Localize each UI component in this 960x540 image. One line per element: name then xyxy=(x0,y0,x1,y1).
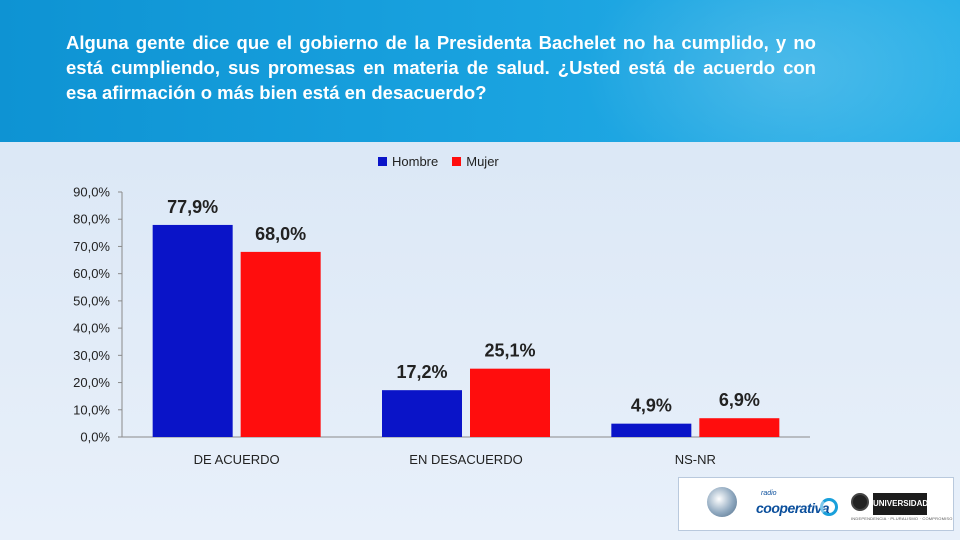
data-label: 25,1% xyxy=(484,341,535,361)
x-category-label: DE ACUERDO xyxy=(194,452,280,467)
data-label: 6,9% xyxy=(719,390,760,410)
y-tick-label: 80,0% xyxy=(73,212,110,227)
legend-swatch-mujer xyxy=(452,157,462,166)
bar-mujer-2 xyxy=(699,418,780,437)
data-label: 4,9% xyxy=(631,396,672,416)
globe-icon xyxy=(707,487,737,517)
bar-mujer-0 xyxy=(240,251,321,437)
universidad-tagline: INDEPENDENCIA · PLURALISMO · COMPROMISO xyxy=(851,516,953,521)
x-category-label: EN DESACUERDO xyxy=(409,452,522,467)
y-tick-label: 30,0% xyxy=(73,348,110,363)
header-banner: Alguna gente dice que el gobierno de la … xyxy=(0,0,960,142)
data-label: 17,2% xyxy=(396,362,447,382)
x-category-label: NS-NR xyxy=(675,452,716,467)
data-label: 68,0% xyxy=(255,224,306,244)
y-tick-label: 60,0% xyxy=(73,266,110,281)
y-tick-label: 90,0% xyxy=(73,185,110,200)
legend-item-hombre: Hombre xyxy=(378,154,438,169)
y-tick-label: 70,0% xyxy=(73,239,110,254)
y-tick-label: 50,0% xyxy=(73,293,110,308)
cooperativa-logo-small-text: radio xyxy=(761,490,777,497)
universidad-central-logo: UNIVERSIDAD CENTRAL xyxy=(873,493,928,530)
legend-swatch-hombre xyxy=(378,157,387,166)
bar-mujer-1 xyxy=(470,368,550,437)
data-label: 77,9% xyxy=(167,197,218,217)
universidad-seal-icon xyxy=(851,493,869,511)
cooperativa-logo: cooperativa xyxy=(756,500,830,516)
bar-hombre-1 xyxy=(382,390,462,437)
y-tick-label: 10,0% xyxy=(73,402,110,417)
bar-hombre-2 xyxy=(611,423,692,437)
chart-legend: Hombre Mujer xyxy=(378,154,499,169)
legend-label-hombre: Hombre xyxy=(392,154,439,169)
legend-item-mujer: Mujer xyxy=(452,154,499,169)
y-tick-label: 20,0% xyxy=(73,375,110,390)
cooperativa-swirl-icon xyxy=(820,498,838,516)
sponsor-logos: radio cooperativa UNIVERSIDAD CENTRAL IN… xyxy=(678,477,954,531)
y-tick-label: 40,0% xyxy=(73,321,110,336)
y-tick-label: 0,0% xyxy=(80,430,110,445)
legend-label-mujer: Mujer xyxy=(466,154,499,169)
bar-hombre-0 xyxy=(152,224,233,437)
